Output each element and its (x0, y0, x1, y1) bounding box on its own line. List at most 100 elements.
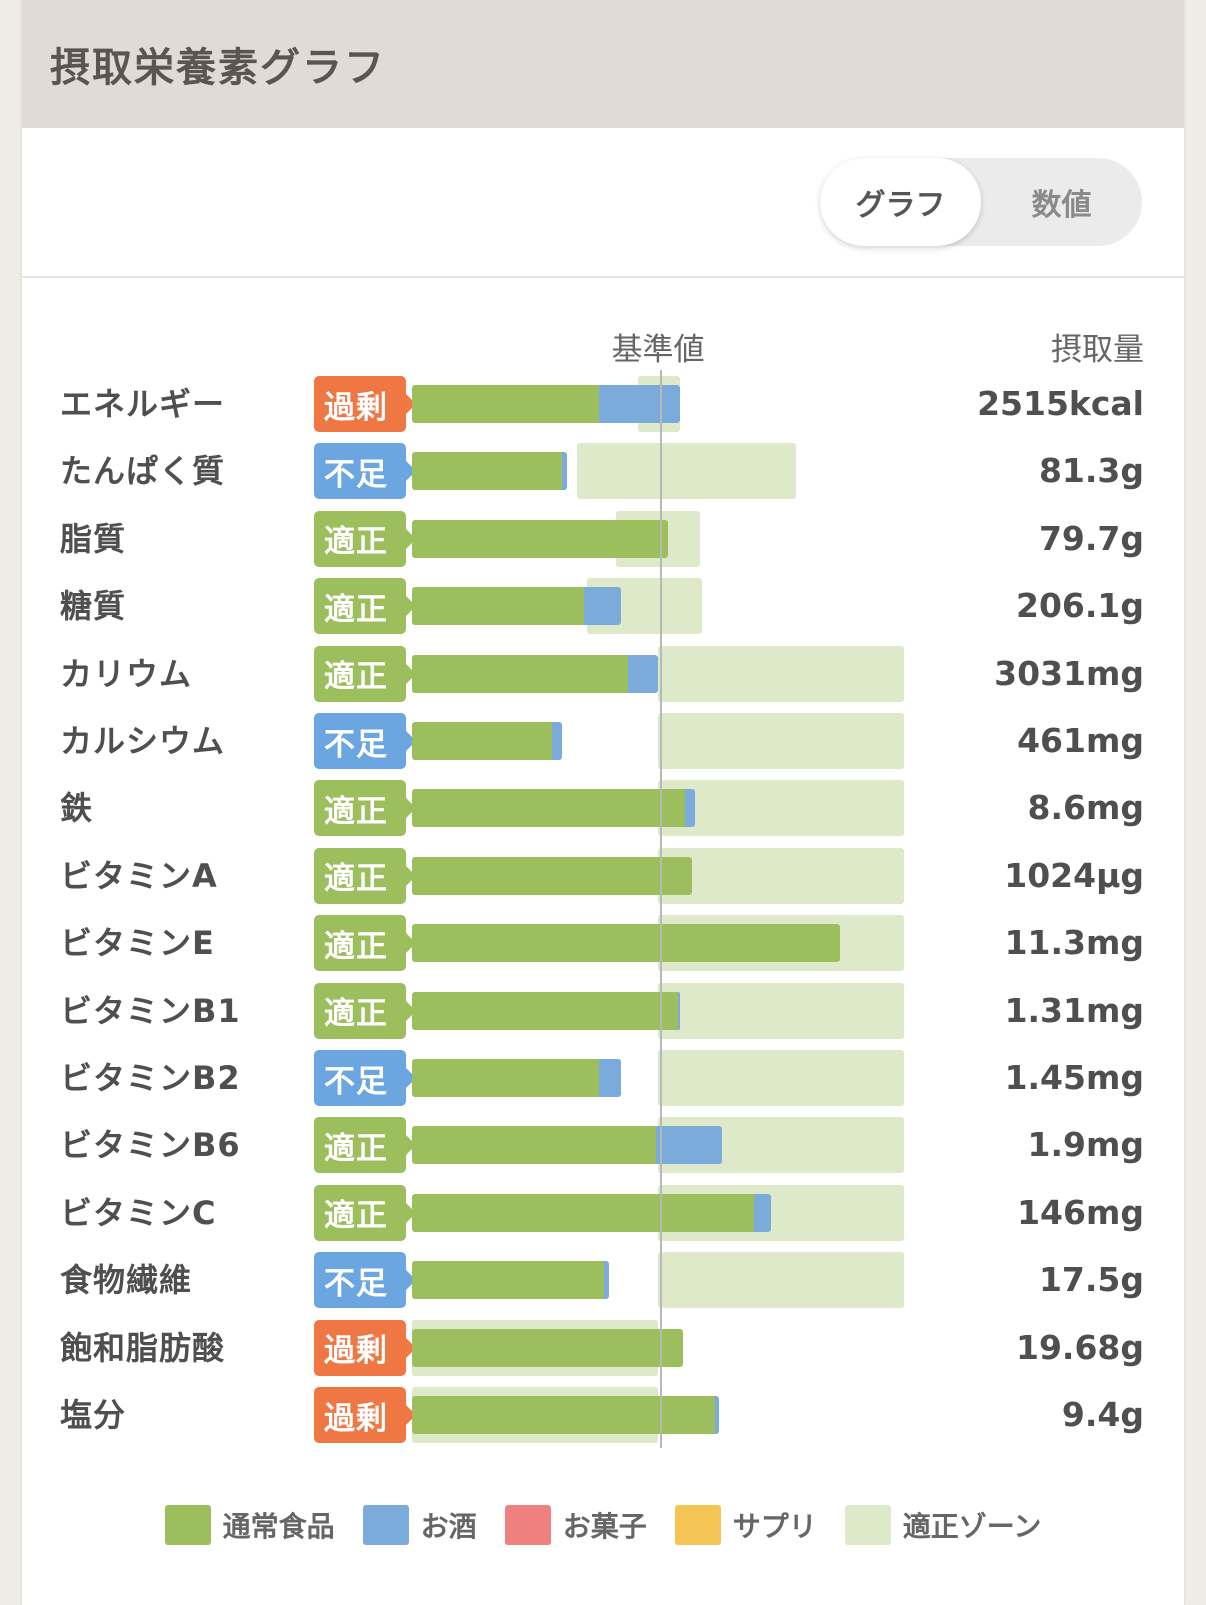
nutrient-name: たんぱく質 (60, 452, 226, 491)
legend-swatch (674, 1505, 721, 1545)
nutrient-name: 鉄 (60, 789, 94, 828)
proper-zone (658, 982, 904, 1039)
status-badge: 適正 (314, 1117, 416, 1174)
legend-proper-zone: 適正ゾーン (844, 1505, 1041, 1545)
status-badge: 不足 (314, 443, 416, 500)
food-bar (412, 924, 841, 963)
status-badge: 適正 (314, 578, 416, 635)
nutrient-row[interactable]: たんぱく質 不足 81.3g (22, 441, 1184, 501)
nutrient-row[interactable]: ビタミンE 適正 11.3mg (22, 913, 1184, 973)
nutrient-name: 脂質 (60, 519, 127, 558)
legend-alcohol: お酒 (362, 1505, 477, 1545)
legend-sweets: お菓子 (504, 1505, 647, 1545)
alcohol-bar (598, 385, 681, 423)
proper-zone (576, 443, 796, 500)
nutrient-row[interactable]: 飽和脂肪酸 過剰 19.68g (22, 1318, 1184, 1378)
status-badge: 不足 (314, 1252, 416, 1309)
nutrient-row[interactable]: ビタミンC 適正 146mg (22, 1183, 1184, 1243)
intake-value: 2515kcal (977, 384, 1144, 423)
nutrient-name: ビタミンE (60, 924, 215, 963)
alcohol-bar (714, 1396, 720, 1434)
nutrient-name: ビタミンB2 (60, 1059, 241, 1097)
food-bar (412, 654, 629, 693)
food-bar (412, 452, 563, 491)
nutrient-name: ビタミンB6 (60, 1126, 241, 1165)
proper-zone (658, 1252, 904, 1309)
nutrient-name: 飽和脂肪酸 (60, 1328, 226, 1367)
intake-value: 81.3g (1038, 451, 1144, 491)
intake-value: 146mg (1017, 1192, 1144, 1232)
legend-label: お菓子 (562, 1510, 647, 1543)
food-bar (412, 385, 599, 423)
numeric-view-button[interactable]: 数値 (1031, 188, 1092, 223)
legend-label: サプリ (732, 1510, 817, 1543)
legend-food: 通常食品 (164, 1505, 335, 1545)
status-badge: 適正 (314, 847, 416, 904)
status-badge: 過剰 (314, 1319, 416, 1376)
food-bar (412, 587, 585, 626)
proper-zone (658, 780, 904, 837)
legend-swatch (504, 1505, 551, 1545)
nutrient-row[interactable]: ビタミンB6 適正 1.9mg (22, 1115, 1184, 1175)
legend-supplement: サプリ (674, 1505, 817, 1545)
intake-value: 1.31mg (1004, 990, 1144, 1030)
nutrient-name: 食物繊維 (60, 1261, 193, 1300)
alcohol-bar (677, 991, 681, 1030)
legend-label: お酒 (420, 1510, 477, 1543)
proper-zone (658, 713, 904, 769)
status-badge: 適正 (314, 645, 416, 702)
nutrient-row[interactable]: ビタミンB1 適正 1.31mg (22, 981, 1184, 1041)
baseline-line (660, 370, 662, 1448)
nutrient-name: ビタミンA (60, 856, 218, 895)
alcohol-bar (655, 1126, 722, 1165)
nutrient-name: ビタミンB1 (60, 991, 241, 1030)
status-badge: 不足 (314, 1050, 416, 1106)
legend-swatch (362, 1505, 409, 1545)
intake-value: 1024μg (1004, 855, 1144, 895)
nutrient-row[interactable]: 糖質 適正 206.1g (22, 576, 1184, 636)
baseline-header: 基準値 (611, 332, 705, 368)
food-bar (412, 1059, 599, 1097)
view-toggle[interactable]: グラフ 数値 (820, 158, 1142, 246)
nutrient-row[interactable]: カルシウム 不足 461mg (22, 711, 1184, 771)
alcohol-bar (598, 1059, 622, 1097)
status-badge: 適正 (314, 1184, 416, 1241)
amount-header: 摂取量 (1051, 332, 1144, 368)
alcohol-bar (603, 1261, 609, 1300)
status-badge: 適正 (314, 510, 416, 567)
nutrient-row[interactable]: 脂質 適正 79.7g (22, 509, 1184, 569)
intake-value: 9.4g (1061, 1395, 1144, 1434)
nutrient-row[interactable]: 鉄 適正 8.6mg (22, 778, 1184, 838)
legend-swatch (164, 1505, 211, 1545)
status-badge: 過剰 (314, 376, 416, 432)
chart-legend: 通常食品 お酒 お菓子 サプリ 適正ゾーン (22, 1502, 1184, 1548)
nutrient-row[interactable]: カリウム 適正 3031mg (22, 644, 1184, 704)
alcohol-bar (685, 789, 695, 828)
view-toggle-row: グラフ 数値 (22, 128, 1184, 278)
intake-value: 79.7g (1038, 518, 1144, 558)
proper-zone (658, 1050, 904, 1106)
food-bar (412, 1396, 715, 1434)
nutrient-name: 塩分 (60, 1396, 127, 1434)
food-bar (412, 722, 553, 760)
food-bar (412, 519, 668, 558)
nutrient-row[interactable]: 食物繊維 不足 17.5g (22, 1250, 1184, 1310)
food-bar (412, 991, 678, 1030)
nutrient-row[interactable]: ビタミンA 適正 1024μg (22, 846, 1184, 906)
proper-zone (658, 847, 904, 904)
intake-value: 3031mg (994, 653, 1144, 693)
nutrient-row[interactable]: ビタミンB2 不足 1.45mg (22, 1048, 1184, 1108)
graph-view-button[interactable]: グラフ (820, 158, 981, 246)
alcohol-bar (584, 587, 622, 626)
intake-value: 8.6mg (1027, 788, 1144, 828)
food-bar (412, 1261, 604, 1300)
food-bar (412, 856, 693, 895)
alcohol-bar (562, 452, 567, 491)
nutrient-row[interactable]: エネルギー 過剰 2515kcal (22, 374, 1184, 434)
intake-value: 1.45mg (1004, 1058, 1144, 1097)
card-header: 摂取栄養素グラフ (22, 0, 1184, 128)
nutrient-chart: 基準値 摂取量 エネルギー 過剰 2515kcal たんぱく質 不足 81.3g 脂質 適正 7… (22, 276, 1184, 1605)
food-bar (412, 1126, 656, 1165)
nutrient-row[interactable]: 塩分 過剰 9.4g (22, 1385, 1184, 1445)
status-badge: 不足 (314, 713, 416, 769)
